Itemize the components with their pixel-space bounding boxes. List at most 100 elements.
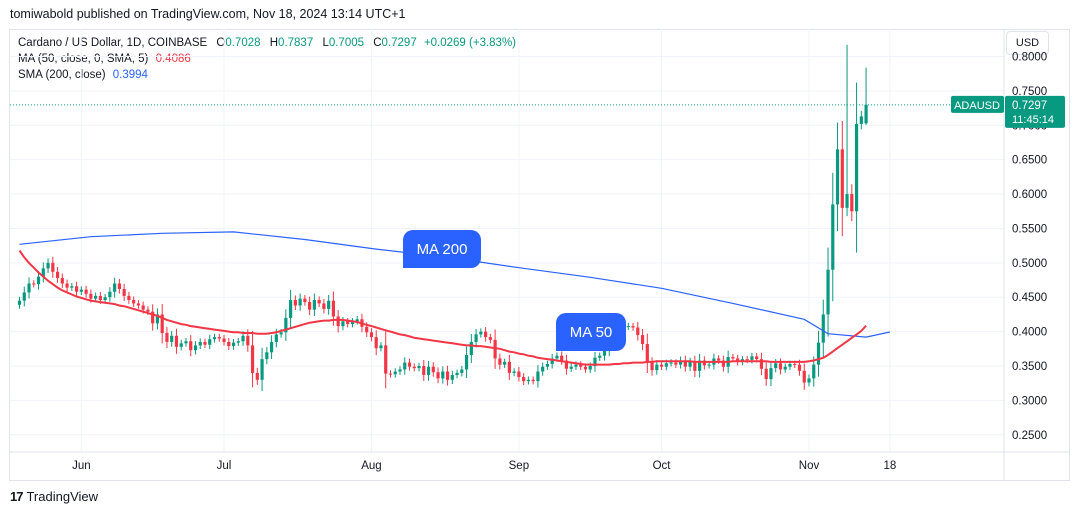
candle-body [864,104,868,124]
candle-body [127,295,131,300]
candle-body [293,299,297,306]
price-tag-bg [1005,95,1065,128]
candle-body [664,363,668,367]
candle-body [659,364,664,367]
candle-body [683,360,687,367]
candle-body [355,319,359,322]
candle-body [579,364,583,367]
candle-body [688,361,692,367]
price-tick-label: 0.3500 [1012,361,1047,373]
price-axis-labels: 0.80000.75000.70000.65000.60000.55000.50… [1012,52,1047,442]
candle-body [583,366,588,370]
price-tick-label: 0.5500 [1012,223,1047,235]
candle-body [55,271,60,278]
candle-body [797,364,802,371]
candle-body [312,299,316,310]
candle-body [636,327,640,336]
price-tick-label: 0.5000 [1012,258,1047,270]
candle-body [531,379,535,382]
candle-body [793,363,797,365]
candle-body [46,262,50,269]
candle-body [203,341,207,345]
chart-legend: Cardano / US Dollar, 1D, COINBASE O0.702… [18,35,516,83]
sma200-label: SMA (200, close) [18,69,106,81]
candle-body [764,368,768,380]
candle-body [717,358,721,361]
candle-body [450,374,454,380]
candle-body [303,298,307,303]
candle-body [474,334,478,342]
candle-body [155,314,160,324]
candle-body [260,359,264,380]
candle-body [403,362,407,370]
low-value: 0.7005 [328,37,365,49]
candle-body [774,363,778,369]
symbol-title[interactable]: Cardano / US Dollar, 1D, COINBASE [18,37,208,49]
candle-body [108,291,112,298]
candle-body [669,362,673,364]
sma200-row[interactable]: SMA (200, close) 0.3994 [18,67,516,83]
candle-body [103,297,107,300]
candle-body [388,373,393,375]
candle-body [431,366,435,373]
price-tag-value: 0.7297 [1012,100,1047,112]
candle-body [645,344,649,363]
candle-body [807,378,811,383]
candle-body [507,361,511,373]
candle-body [441,371,445,379]
candle-body [598,355,602,358]
candle-body [407,362,412,367]
candle-body [132,299,136,304]
price-tick-label: 0.8000 [1012,52,1047,64]
candle-body [854,123,859,212]
candle-body [146,309,150,312]
candle-body [655,364,659,371]
candle-body [593,357,597,367]
ohlc-row: Cardano / US Dollar, 1D, COINBASE O0.702… [18,35,516,51]
tradingview-logo-icon: 17 [10,489,24,504]
candle-body [231,342,236,347]
candle-body [840,149,844,208]
candle-body [721,360,725,367]
candle-body [640,335,645,345]
candle-body [179,343,183,347]
ma200-annotation[interactable]: MA 200 [403,230,481,268]
chart-frame[interactable] [9,29,1070,481]
candle-body [755,356,759,360]
candle-body [821,314,825,343]
price-tag-countdown: 11:45:14 [1012,114,1054,126]
ma50-annotation[interactable]: MA 50 [556,313,626,351]
candle-body [98,295,102,300]
candle-body [317,299,321,304]
high-label: H [269,37,279,49]
price-tick-label: 0.7500 [1012,86,1047,98]
candle-body [36,276,41,285]
candle-body [374,337,378,349]
candle-body [479,331,483,335]
candle-body [835,149,840,205]
candle-body [327,300,331,309]
candle-body [769,368,773,380]
candle-body [170,335,174,342]
candle-body [778,363,783,370]
ma50-row[interactable]: MA (50, close, 0, SMA, 5) 0.4086 [18,51,516,67]
price-tick-label: 0.4500 [1012,292,1047,304]
price-tick-label: 0.4000 [1012,327,1047,339]
candle-body [545,363,550,367]
candle-body [241,335,245,342]
candle-body [65,283,69,288]
time-tick-label: Jul [217,460,232,472]
candle-body [151,311,155,324]
candle-body [193,345,198,351]
tradingview-footer[interactable]: 17 TradingView [10,489,98,504]
currency-button[interactable]: USD [1006,31,1049,55]
candle-body [564,360,569,369]
candle-body [174,335,179,347]
candle-body [236,341,240,343]
candle-body [117,283,121,289]
candle-body [198,341,202,346]
price-tick-label: 0.6000 [1012,189,1047,201]
time-tick-label: Aug [361,460,381,472]
candle-body [750,356,754,360]
